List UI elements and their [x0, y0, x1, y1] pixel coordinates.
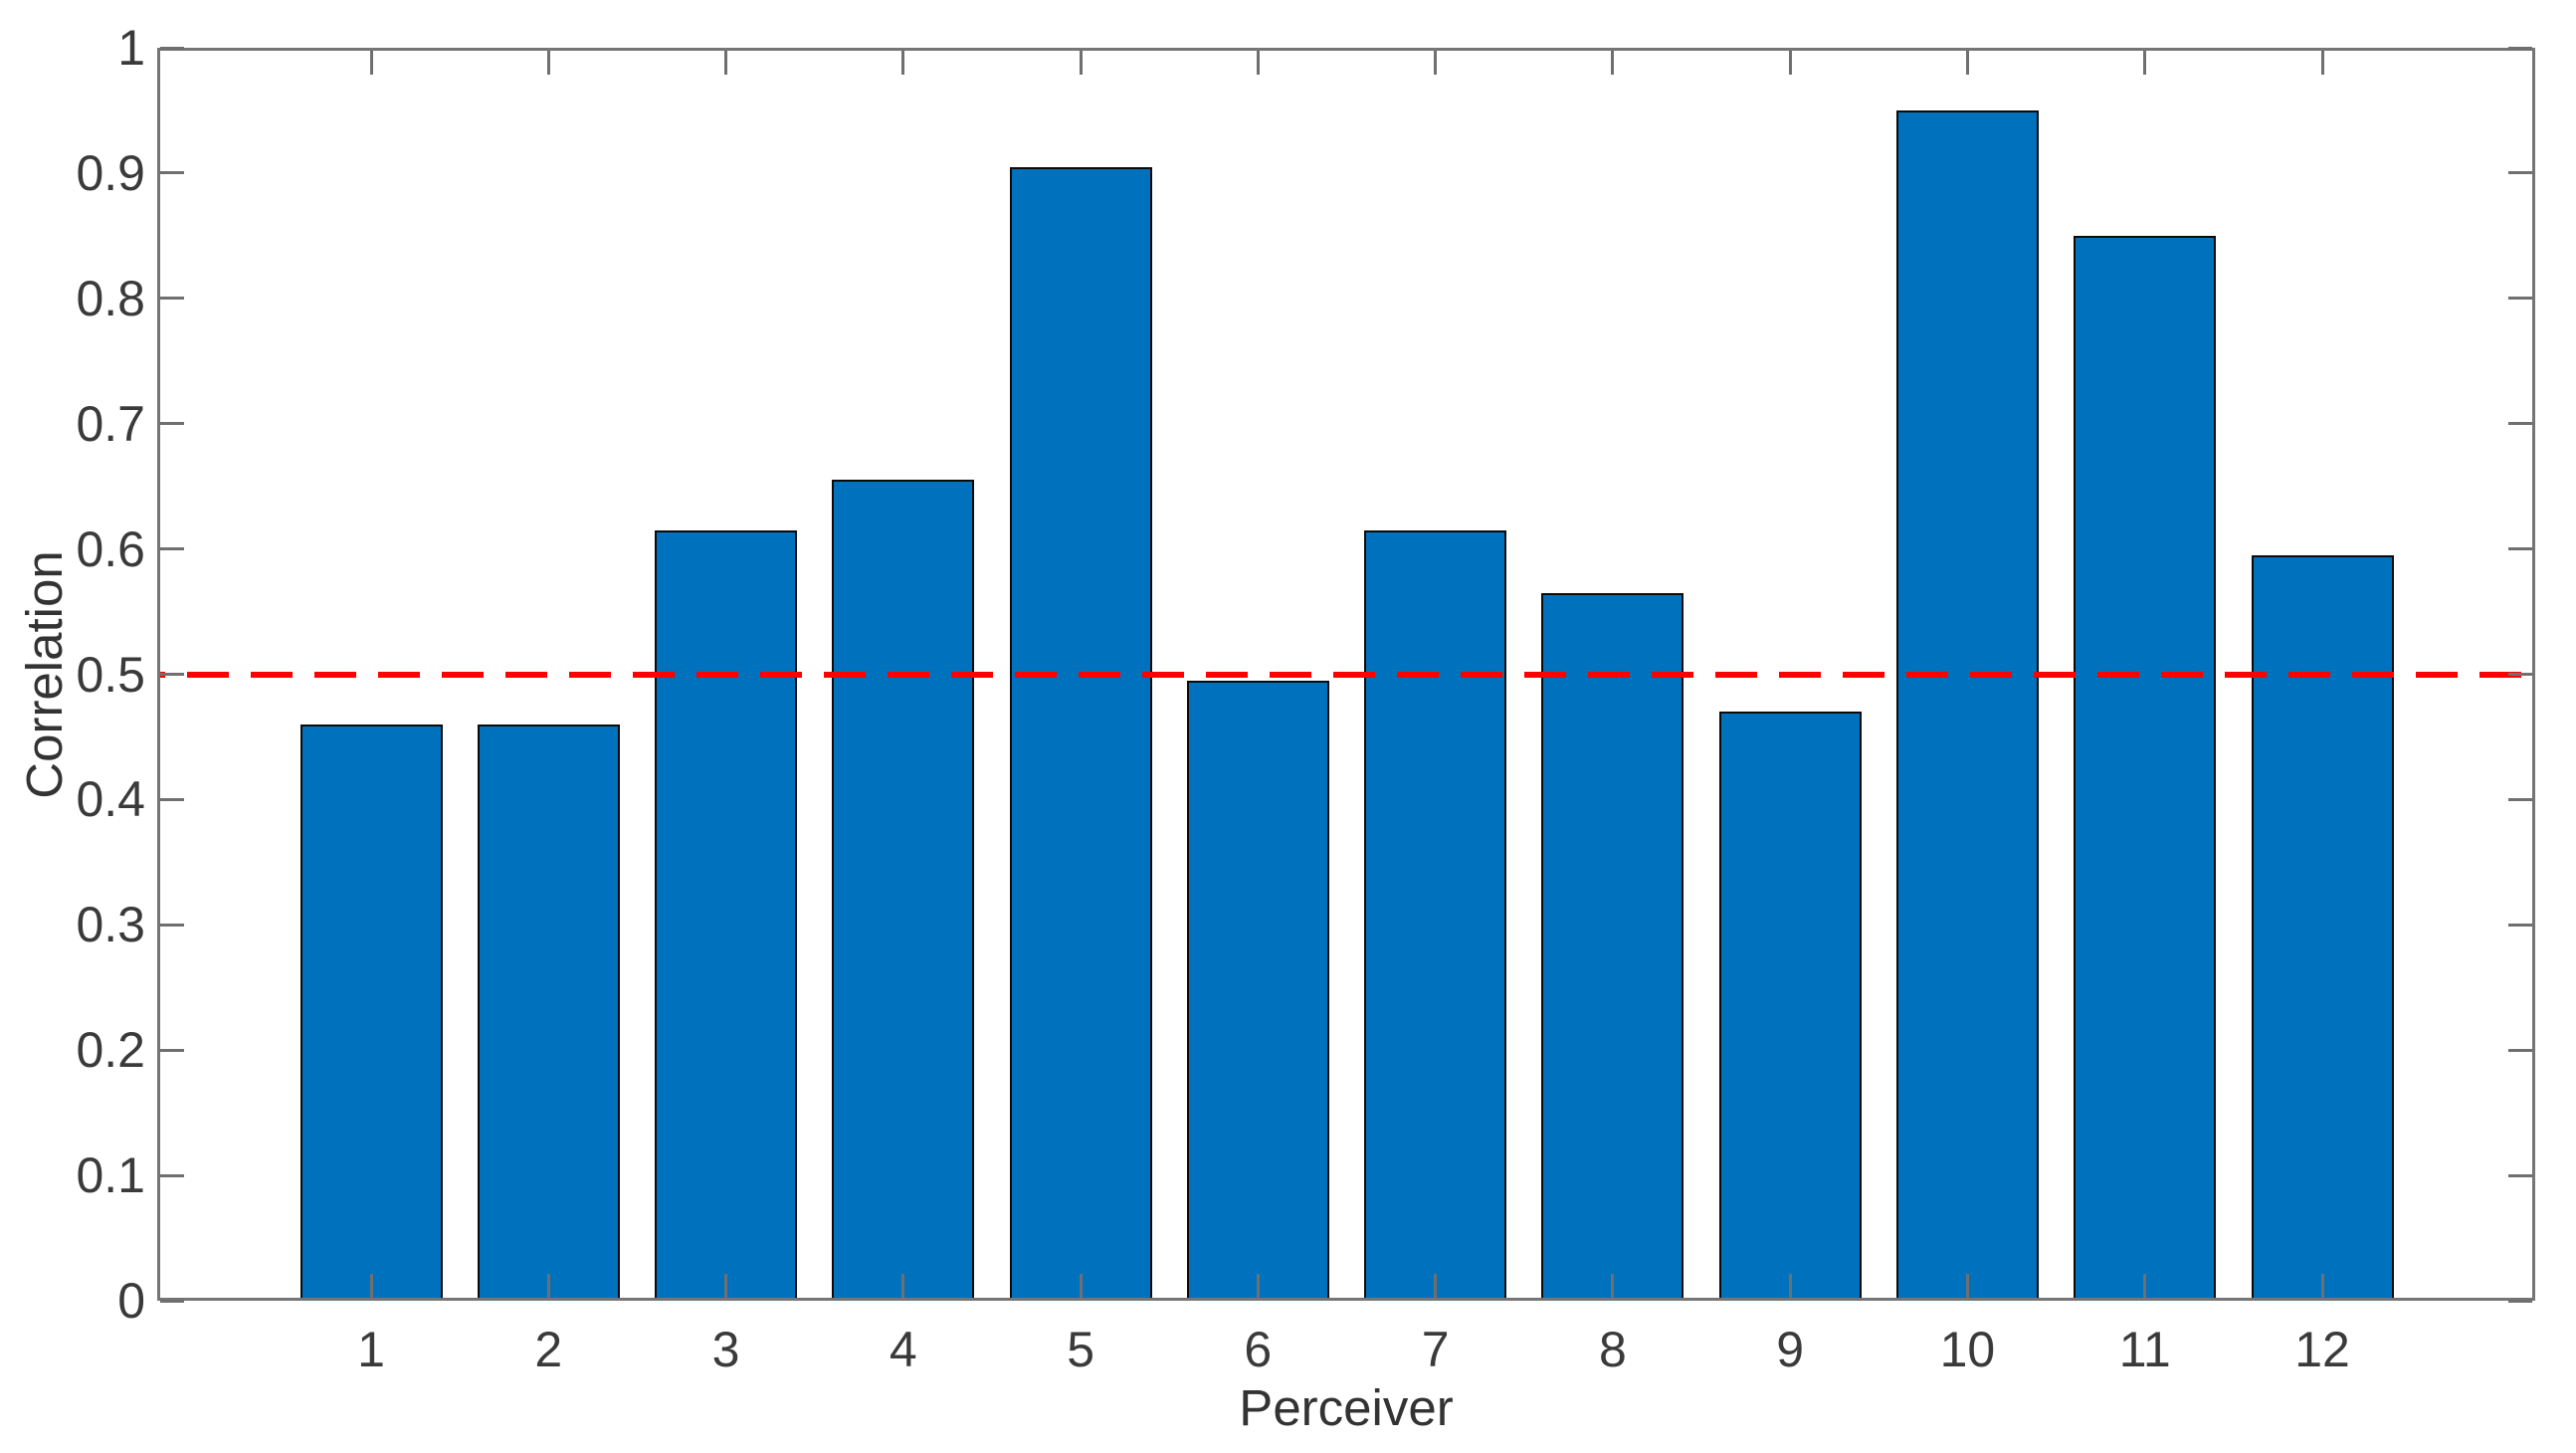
x-tick-top	[1434, 51, 1438, 75]
y-axis-label: Correlation	[16, 550, 73, 799]
x-tick-top	[901, 51, 905, 75]
y-tick-right	[2508, 46, 2532, 50]
y-tick-label: 0.8	[76, 270, 145, 326]
x-tick-top	[1788, 51, 1792, 75]
x-tick	[1611, 1274, 1615, 1298]
x-tick	[2320, 1274, 2324, 1298]
y-tick-label: 0	[117, 1273, 145, 1329]
x-tick-top	[369, 51, 373, 75]
x-tick	[1079, 1274, 1083, 1298]
y-tick-label: 0.1	[76, 1147, 145, 1204]
y-tick-right	[2508, 422, 2532, 426]
x-tick	[546, 1274, 550, 1298]
y-tick-label: 0.2	[76, 1022, 145, 1079]
y-tick-right	[2508, 673, 2532, 676]
x-tick	[369, 1274, 373, 1298]
x-tick-label: 2	[534, 1322, 563, 1377]
x-tick-label: 12	[2294, 1322, 2350, 1377]
bar	[655, 529, 797, 1301]
y-tick	[160, 797, 184, 801]
bar	[1895, 110, 2039, 1301]
x-tick-label: 6	[1244, 1322, 1273, 1377]
y-tick	[160, 1048, 184, 1052]
x-tick	[901, 1274, 905, 1298]
x-tick-label: 7	[1421, 1322, 1450, 1377]
y-tick-label: 1	[117, 20, 145, 76]
y-tick-right	[2508, 547, 2532, 551]
y-tick	[160, 547, 184, 551]
x-tick-label: 9	[1776, 1322, 1805, 1377]
x-tick	[724, 1274, 727, 1298]
y-tick-right	[2508, 1048, 2532, 1052]
y-tick	[160, 297, 184, 301]
x-tick-label: 10	[1939, 1322, 1996, 1377]
bar	[1718, 712, 1862, 1301]
x-axis-label: Perceiver	[1239, 1379, 1454, 1436]
bar	[477, 724, 620, 1301]
y-tick-right	[2508, 171, 2532, 175]
y-tick-right	[2508, 1299, 2532, 1303]
y-tick-label: 0.3	[76, 897, 145, 953]
bar	[2251, 554, 2394, 1301]
x-tick-top	[1611, 51, 1615, 75]
bar	[1186, 680, 1329, 1301]
x-tick-top	[2320, 51, 2324, 75]
x-tick	[1965, 1274, 1969, 1298]
x-tick-top	[546, 51, 550, 75]
y-tick-right	[2508, 297, 2532, 301]
y-tick-right	[2508, 797, 2532, 801]
bar	[832, 480, 975, 1301]
y-tick-label: 0.6	[76, 520, 145, 577]
x-tick-label: 8	[1598, 1322, 1627, 1377]
y-tick-right	[2508, 923, 2532, 927]
x-tick-top	[724, 51, 727, 75]
x-tick	[1434, 1274, 1438, 1298]
y-tick	[160, 422, 184, 426]
x-tick-label: 3	[711, 1322, 740, 1377]
x-tick	[2143, 1274, 2147, 1298]
x-tick-top	[1079, 51, 1083, 75]
y-tick-label: 0.9	[76, 144, 145, 201]
bar	[1364, 529, 1507, 1301]
y-tick-label: 0.4	[76, 771, 145, 828]
x-tick-label: 1	[357, 1322, 385, 1377]
y-tick-label: 0.7	[76, 395, 145, 452]
x-tick	[1788, 1274, 1792, 1298]
bar	[299, 724, 443, 1301]
x-tick-label: 5	[1067, 1322, 1094, 1377]
x-tick-top	[2143, 51, 2147, 75]
x-tick-label: 4	[889, 1322, 917, 1377]
y-tick	[160, 171, 184, 175]
y-tick	[160, 1173, 184, 1177]
y-tick	[160, 673, 184, 676]
y-tick-right	[2508, 1173, 2532, 1177]
y-tick	[160, 46, 184, 50]
bar	[1009, 166, 1152, 1301]
y-tick-label: 0.5	[76, 646, 145, 703]
x-tick	[1256, 1274, 1260, 1298]
x-tick-label: 11	[2118, 1322, 2171, 1377]
y-tick	[160, 1299, 184, 1303]
bar	[1541, 592, 1684, 1301]
bar	[2074, 235, 2217, 1302]
x-tick-top	[1256, 51, 1260, 75]
y-tick	[160, 923, 184, 927]
x-tick-top	[1965, 51, 1969, 75]
